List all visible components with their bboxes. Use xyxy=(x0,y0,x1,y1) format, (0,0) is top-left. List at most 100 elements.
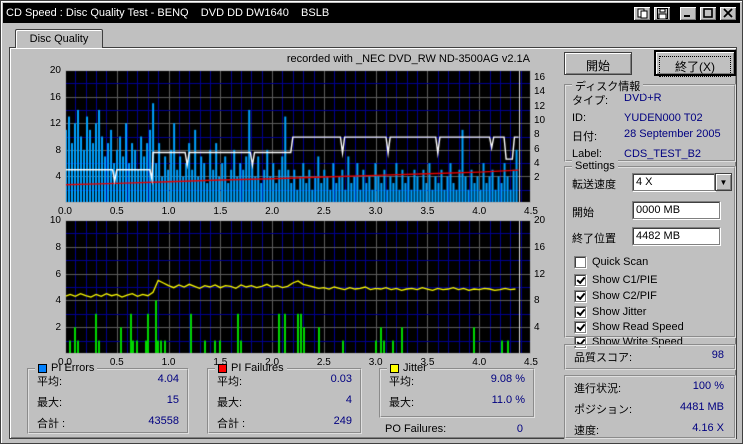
exit-button[interactable]: 終了(X) xyxy=(654,50,736,77)
chart2-x-tick: 3.5 xyxy=(420,357,435,368)
chart2-x-tick: 1.5 xyxy=(213,357,228,368)
disc-info-row: Label: CDS_TEST_B2 xyxy=(572,148,702,160)
chart2-right-jitter-tick: 16 xyxy=(534,241,546,253)
speed-select[interactable]: 4 X ▼ xyxy=(632,173,732,191)
end-pos-label: 終了位置 xyxy=(572,233,616,245)
show-c2-pif-checkbox[interactable]: Show C2/PIF xyxy=(574,290,657,302)
copy-icon[interactable] xyxy=(633,5,651,21)
chart2-x-tick: 2.5 xyxy=(316,357,331,368)
jitter-stats-box: Jitter 平均: 9.08 % 最大: 11.0 % xyxy=(379,362,535,418)
chart2-x-tick: 4.0 xyxy=(472,357,487,368)
disc-quality-page: recorded with _NEC DVD_RW ND-3500AG v2.1… xyxy=(9,47,737,439)
jitter-legend-label: Jitter xyxy=(403,362,427,374)
chart2-left-tick: 6 xyxy=(55,268,61,280)
chart2-x-tick: 1.0 xyxy=(161,357,176,368)
chart1-x-tick: 2.5 xyxy=(316,206,331,217)
chart1-right-speed-tick: 6 xyxy=(534,143,540,155)
stat-row: 平均: 0.03 xyxy=(217,373,352,388)
show-read-speed-checkbox[interactable]: Show Read Speed xyxy=(574,321,684,333)
start-button[interactable]: 開始 xyxy=(564,52,632,75)
chart1-x-tick: 4.5 xyxy=(524,206,538,217)
chevron-down-icon[interactable]: ▼ xyxy=(715,173,732,191)
pi-errors-chart xyxy=(65,70,531,203)
progress-row: 進行状況: 100 % xyxy=(574,380,724,395)
title-bar: CD Speed : Disc Quality Test - BENQ DVD … xyxy=(3,3,740,23)
show-c1-pie-checkbox[interactable]: Show C1/PIE xyxy=(574,274,657,286)
stat-row: 最大: 4 xyxy=(217,394,352,409)
close-button[interactable] xyxy=(719,5,737,21)
chart1-x-tick: 1.0 xyxy=(161,206,176,217)
tab-disc-quality[interactable]: Disc Quality xyxy=(15,29,103,48)
po-failures-label: PO Failures: xyxy=(385,423,447,435)
disc-info-row: 日付: 28 September 2005 xyxy=(572,128,721,143)
disc-info-title: ディスク情報 xyxy=(572,78,644,94)
pi-failures-legend-swatch xyxy=(218,363,227,373)
start-pos-label: 開始 xyxy=(572,207,594,219)
stat-row: 合計 :249 xyxy=(217,415,352,430)
chart2-x-tick: 4.5 xyxy=(524,357,538,368)
quality-score-label: 品質スコア: xyxy=(574,352,633,364)
stat-row: 合計 :43558 xyxy=(37,415,179,430)
maximize-button[interactable] xyxy=(699,5,717,21)
chart1-right-speed-tick: 4 xyxy=(534,157,540,169)
chart2-right-jitter-tick: 8 xyxy=(534,295,540,307)
chart1-right-speed-tick: 16 xyxy=(534,72,546,83)
quick-scan-checkbox[interactable]: Quick Scan xyxy=(574,256,648,268)
chart-area: recorded with _NEC DVD_RW ND-3500AG v2.1… xyxy=(10,48,555,440)
progress-row: ポジション: 4481 MB xyxy=(574,401,724,416)
progress-row: 速度: 4.16 X xyxy=(574,422,724,437)
recorded-with-note: recorded with _NEC DVD_RW ND-3500AG v2.1… xyxy=(286,53,530,65)
chart1-x-tick: 1.5 xyxy=(213,206,228,217)
save-icon[interactable] xyxy=(653,5,671,21)
speed-label: 転送速度 xyxy=(572,179,616,191)
po-failures-value: 0 xyxy=(516,423,523,435)
disc-info-box: ディスク情報 タイプ: DVD+R ID: YUDEN000 T02 日付: 28 S… xyxy=(564,78,736,162)
chart2-left-tick: 8 xyxy=(55,241,61,253)
quality-score-value: 98 xyxy=(711,349,724,361)
chart1-x-tick: 0.5 xyxy=(109,206,124,217)
chart2-x-tick: 3.0 xyxy=(368,357,383,368)
pi-failures-legend-label: PI Failures xyxy=(231,362,284,374)
end-pos-input[interactable]: 4482 MB xyxy=(632,227,720,245)
chart2-x-tick: 0.0 xyxy=(58,357,72,368)
chart1-left-tick: 12 xyxy=(49,118,61,130)
chart1-right-speed-tick: 14 xyxy=(534,86,546,98)
chart1-x-tick: 0.0 xyxy=(58,206,72,217)
settings-box: Settings 転送速度 4 X ▼ 開始 0000 MB 終了位置 4482… xyxy=(564,160,736,348)
control-panel: 開始 終了(X) ディスク情報 タイプ: DVD+R ID: YUDEN000 T0… xyxy=(556,48,736,440)
chart2-left-tick: 4 xyxy=(55,295,61,307)
chart2-x-tick: 2.0 xyxy=(265,357,280,368)
pi-errors-stats-box: PI Errors 平均: 4.04 最大: 15 合計 :43558 xyxy=(27,362,189,434)
chart2-left-tick: 2 xyxy=(55,322,61,334)
chart1-right-speed-tick: 2 xyxy=(534,172,540,184)
chart1-x-tick: 4.0 xyxy=(472,206,487,217)
progress-box: 進行状況: 100 % ポジション: 4481 MB 速度: 4.16 X xyxy=(564,375,736,439)
stat-row: 平均: 9.08 % xyxy=(389,373,525,388)
chart1-x-tick: 2.0 xyxy=(265,206,280,217)
chart2-right-jitter-tick: 4 xyxy=(534,322,540,334)
chart1-right-speed-tick: 10 xyxy=(534,114,546,126)
show-jitter-checkbox[interactable]: Show Jitter xyxy=(574,306,646,318)
chart1-x-tick: 3.0 xyxy=(368,206,383,217)
pi-errors-legend-label: PI Errors xyxy=(51,362,95,374)
minimize-button[interactable] xyxy=(679,5,697,21)
stat-row: 平均: 4.04 xyxy=(37,373,179,388)
disc-info-row: ID: YUDEN000 T02 xyxy=(572,112,703,124)
chart1-right-speed-tick: 12 xyxy=(534,100,546,112)
chart1-x-tick: 3.5 xyxy=(420,206,435,217)
chart1-left-tick: 16 xyxy=(49,91,61,103)
chart1-left-tick: 8 xyxy=(55,144,61,156)
start-pos-input[interactable]: 0000 MB xyxy=(632,201,720,219)
chart1-left-tick: 4 xyxy=(55,171,61,183)
po-failures-row: PO Failures: 0 xyxy=(385,423,523,435)
chart2-right-jitter-tick: 12 xyxy=(534,268,546,280)
window-title: CD Speed : Disc Quality Test - BENQ DVD … xyxy=(6,7,330,19)
chart1-left-tick: 20 xyxy=(49,65,61,76)
chart2-x-tick: 0.5 xyxy=(109,357,124,368)
speed-select-value: 4 X xyxy=(632,173,715,191)
jitter-legend-swatch xyxy=(390,363,399,373)
chart1-right-speed-tick: 8 xyxy=(534,129,540,141)
disc-info-row: タイプ: DVD+R xyxy=(572,92,662,107)
pi-errors-legend-swatch xyxy=(38,363,47,373)
